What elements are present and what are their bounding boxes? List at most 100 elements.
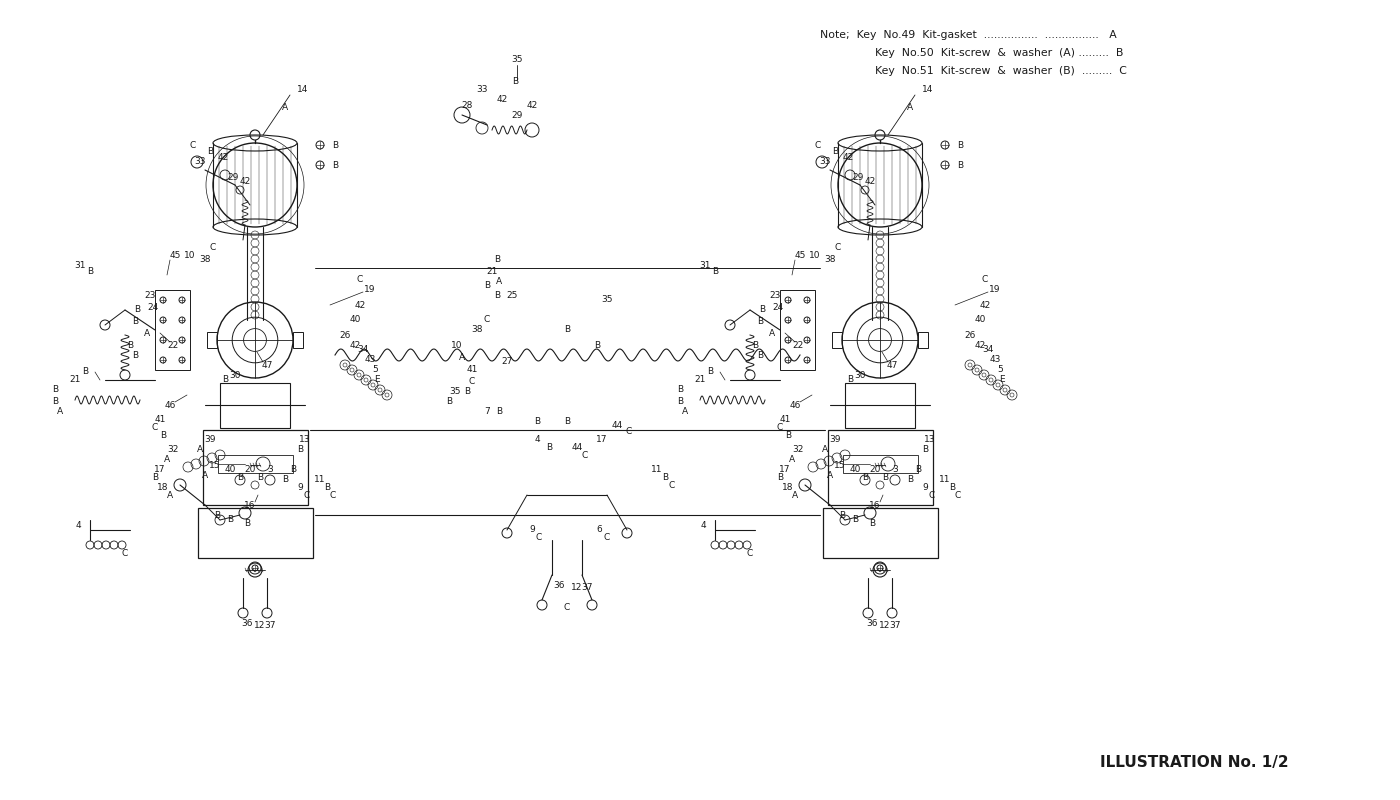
Text: 33: 33 xyxy=(476,86,487,94)
Text: 10: 10 xyxy=(185,250,196,259)
Text: B: B xyxy=(484,281,490,290)
Text: B: B xyxy=(533,418,540,426)
Text: 40: 40 xyxy=(974,315,986,325)
Text: 32: 32 xyxy=(168,446,179,454)
Text: C: C xyxy=(190,141,196,150)
Text: 14: 14 xyxy=(297,86,308,94)
Text: A: A xyxy=(144,329,150,338)
Text: B: B xyxy=(958,141,963,150)
Text: 26: 26 xyxy=(965,330,976,339)
Text: 27: 27 xyxy=(501,358,512,366)
Bar xyxy=(203,430,308,505)
Text: A: A xyxy=(197,446,203,454)
Text: B: B xyxy=(678,386,683,394)
Text: A: A xyxy=(907,102,913,111)
Text: 29: 29 xyxy=(227,174,238,182)
Text: B: B xyxy=(237,474,244,482)
Bar xyxy=(197,508,314,558)
Bar xyxy=(220,383,290,428)
Text: 41: 41 xyxy=(780,415,791,425)
Text: 18: 18 xyxy=(783,483,794,493)
Text: B: B xyxy=(564,326,570,334)
Text: B: B xyxy=(132,350,139,359)
Text: B: B xyxy=(244,518,251,527)
Text: 5: 5 xyxy=(997,366,1002,374)
Text: B: B xyxy=(83,367,88,377)
Text: 20: 20 xyxy=(869,466,881,474)
Text: B: B xyxy=(87,267,92,277)
Text: 12: 12 xyxy=(255,622,266,630)
Text: Note;  Key  No.49  Kit-gasket  ................  ................   A: Note; Key No.49 Kit-gasket .............… xyxy=(820,30,1117,40)
Text: 47: 47 xyxy=(886,361,897,370)
Text: B: B xyxy=(707,367,713,377)
Text: 10: 10 xyxy=(451,341,463,350)
Text: 39: 39 xyxy=(204,435,216,445)
Text: 19: 19 xyxy=(364,286,375,294)
Bar xyxy=(218,455,293,473)
Text: 29: 29 xyxy=(511,110,522,119)
Text: 30: 30 xyxy=(230,370,241,379)
Text: 42: 42 xyxy=(864,178,875,186)
Text: 45: 45 xyxy=(169,250,181,259)
Text: C: C xyxy=(582,451,588,461)
Text: C: C xyxy=(815,141,822,150)
Text: 31: 31 xyxy=(699,261,711,270)
Text: 29: 29 xyxy=(853,174,864,182)
Text: C: C xyxy=(330,490,336,499)
Text: Key  No.50  Kit-screw  &  washer  (A) .........  B: Key No.50 Kit-screw & washer (A) .......… xyxy=(875,48,1123,58)
Bar xyxy=(207,332,217,348)
Text: 10: 10 xyxy=(809,250,820,259)
Text: ILLUSTRATION No. 1/2: ILLUSTRATION No. 1/2 xyxy=(1100,755,1288,770)
Text: 22: 22 xyxy=(168,341,179,350)
Text: 4: 4 xyxy=(535,435,540,445)
Text: 38: 38 xyxy=(825,255,836,265)
Text: B: B xyxy=(839,510,846,519)
Text: 35: 35 xyxy=(511,55,522,65)
Text: 40: 40 xyxy=(224,466,235,474)
Text: B: B xyxy=(832,147,839,157)
Text: 23: 23 xyxy=(770,290,781,299)
Text: B: B xyxy=(447,398,452,406)
Text: 28: 28 xyxy=(462,101,473,110)
Text: B: B xyxy=(332,141,337,150)
Text: 6: 6 xyxy=(596,526,602,534)
Text: 17: 17 xyxy=(780,466,791,474)
Text: 42: 42 xyxy=(497,95,508,105)
Text: B: B xyxy=(882,474,888,482)
Text: 9: 9 xyxy=(923,483,928,493)
Text: B: B xyxy=(134,306,140,314)
Text: B: B xyxy=(127,341,133,350)
Text: C: C xyxy=(484,315,490,325)
Text: C: C xyxy=(151,423,158,433)
Text: 23: 23 xyxy=(144,290,155,299)
Text: B: B xyxy=(678,398,683,406)
Text: C: C xyxy=(304,490,311,499)
Bar xyxy=(918,332,928,348)
Bar xyxy=(846,383,916,428)
Text: 16: 16 xyxy=(244,501,256,510)
Bar xyxy=(827,430,932,505)
Text: 32: 32 xyxy=(792,446,804,454)
Text: B: B xyxy=(323,483,330,493)
Text: 34: 34 xyxy=(357,346,368,354)
Text: C: C xyxy=(564,603,570,613)
Text: 9: 9 xyxy=(529,526,535,534)
Text: 17: 17 xyxy=(596,435,608,445)
Bar xyxy=(843,455,918,473)
Text: 15: 15 xyxy=(209,461,221,470)
Text: B: B xyxy=(463,387,470,397)
Text: A: A xyxy=(202,470,209,479)
Text: 19: 19 xyxy=(990,286,1001,294)
Text: 46: 46 xyxy=(790,401,801,410)
Text: B: B xyxy=(916,466,921,474)
Text: B: B xyxy=(494,255,500,265)
Text: 18: 18 xyxy=(157,483,169,493)
Text: 36: 36 xyxy=(241,618,253,627)
Text: C: C xyxy=(210,243,216,253)
Text: B: B xyxy=(752,341,757,350)
Text: 3: 3 xyxy=(267,466,273,474)
Text: 44: 44 xyxy=(612,421,623,430)
Text: 4: 4 xyxy=(76,521,81,530)
Text: C: C xyxy=(746,549,753,558)
Text: 7: 7 xyxy=(484,407,490,417)
